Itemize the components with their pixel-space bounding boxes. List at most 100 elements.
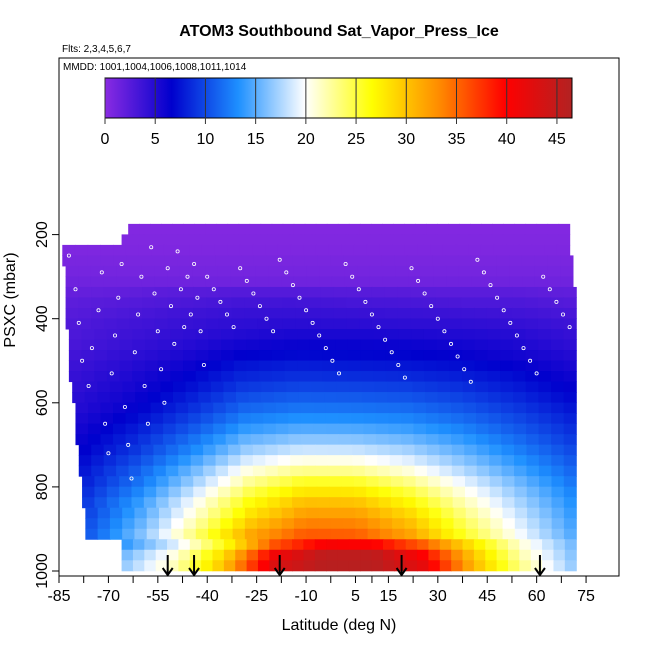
heatmap-cell xyxy=(446,234,459,246)
heatmap-cell xyxy=(485,549,498,561)
heatmap-cell xyxy=(325,413,339,425)
heatmap-cell xyxy=(143,476,157,488)
heatmap-cell xyxy=(157,339,171,351)
heatmap-cell xyxy=(292,539,305,551)
heatmap-cell xyxy=(119,360,133,372)
heatmap-cell xyxy=(311,234,324,246)
heatmap-cell xyxy=(167,265,181,277)
heatmap-cell xyxy=(288,434,302,446)
sample-point xyxy=(290,283,295,288)
heatmap-cell xyxy=(327,455,341,467)
heatmap-cell xyxy=(75,423,89,435)
heatmap-cell xyxy=(269,297,284,309)
heatmap-cell xyxy=(322,339,336,351)
heatmap-cell xyxy=(293,223,306,235)
heatmap-cell xyxy=(284,329,298,341)
heatmap-cell xyxy=(293,528,307,540)
heatmap-cell xyxy=(315,455,329,467)
heatmap-cell xyxy=(451,560,464,572)
heatmap-cell xyxy=(154,276,168,288)
heatmap-cell xyxy=(464,465,478,477)
heatmap-cell xyxy=(75,402,89,414)
heatmap-cell xyxy=(462,360,476,372)
heatmap-cell xyxy=(485,560,498,572)
heatmap-cell xyxy=(375,423,390,435)
heatmap-cell xyxy=(514,444,528,456)
heatmap-cell xyxy=(382,265,396,277)
heatmap-cell xyxy=(417,549,430,561)
heatmap-cell xyxy=(489,486,503,498)
colorbar-tick-label: 10 xyxy=(197,131,215,148)
heatmap-cell xyxy=(131,476,145,488)
sample-point xyxy=(462,367,467,372)
heatmap-cell xyxy=(371,307,386,319)
heatmap-cell xyxy=(518,244,533,256)
heatmap-cell xyxy=(563,360,577,372)
heatmap-cell xyxy=(144,329,159,341)
heatmap-cell xyxy=(239,244,254,256)
heatmap-cell xyxy=(353,476,367,488)
heatmap-cell xyxy=(269,286,284,298)
heatmap-cell xyxy=(487,371,501,383)
heatmap-cell xyxy=(65,297,79,309)
heatmap-cell xyxy=(317,255,331,267)
heatmap-cell xyxy=(154,318,169,330)
heatmap-cell xyxy=(227,455,242,467)
heatmap-cell xyxy=(394,255,408,267)
heatmap-cell xyxy=(271,339,286,351)
heatmap-cell xyxy=(357,265,371,277)
heatmap-cell xyxy=(233,329,248,341)
heatmap-cell xyxy=(116,276,130,288)
heatmap-cell xyxy=(167,539,180,551)
heatmap-cell xyxy=(448,318,462,330)
heatmap-cell xyxy=(339,444,353,456)
heatmap-cell xyxy=(341,486,355,498)
heatmap-cell xyxy=(388,402,402,414)
heatmap-cell xyxy=(390,234,403,246)
heatmap-cell xyxy=(75,434,89,446)
sample-point xyxy=(284,270,289,275)
heatmap-cell xyxy=(100,413,114,425)
sample-point xyxy=(508,320,513,325)
heatmap-cell xyxy=(433,265,447,277)
heatmap-cell xyxy=(81,339,95,351)
heatmap-cell xyxy=(420,265,434,277)
heatmap-cell xyxy=(538,360,552,372)
heatmap-cell xyxy=(501,444,515,456)
heatmap-cell xyxy=(257,518,271,530)
heatmap-cell xyxy=(271,329,286,341)
dates-subtitle: MMDD: 1001,1004,1006,1008,1011,1014 xyxy=(63,62,247,73)
heatmap-cell xyxy=(471,276,485,288)
heatmap-cell xyxy=(267,497,281,509)
heatmap-cell xyxy=(172,223,184,235)
sample-point xyxy=(201,362,206,367)
heatmap-cell xyxy=(538,413,552,425)
heatmap-cell xyxy=(189,560,202,572)
heatmap-cell xyxy=(308,318,322,330)
heatmap-cell xyxy=(441,507,455,519)
heatmap-cell xyxy=(397,297,411,309)
heatmap-cell xyxy=(319,276,333,288)
heatmap-cell xyxy=(547,265,561,277)
heatmap-cell xyxy=(522,276,536,288)
heatmap-cell xyxy=(220,518,234,530)
heatmap-cell xyxy=(560,276,574,288)
heatmap-cell xyxy=(153,465,167,477)
heatmap-cell xyxy=(478,528,491,540)
heatmap-cell xyxy=(478,507,491,519)
sample-point xyxy=(488,283,493,288)
heatmap-cell xyxy=(331,276,346,288)
heatmap-cell xyxy=(292,255,306,267)
heatmap-cell xyxy=(179,265,194,277)
heatmap-cell xyxy=(121,234,134,246)
heatmap-cell xyxy=(167,307,182,319)
heatmap-cell xyxy=(144,539,157,551)
heatmap-cell xyxy=(525,392,539,404)
heatmap-cell xyxy=(221,350,235,362)
heatmap-cell xyxy=(390,497,404,509)
heatmap-cell xyxy=(461,286,475,298)
heatmap-cell xyxy=(398,360,412,372)
sample-point xyxy=(323,346,328,351)
heatmap-cell xyxy=(154,286,169,298)
heatmap-cell xyxy=(193,476,207,488)
